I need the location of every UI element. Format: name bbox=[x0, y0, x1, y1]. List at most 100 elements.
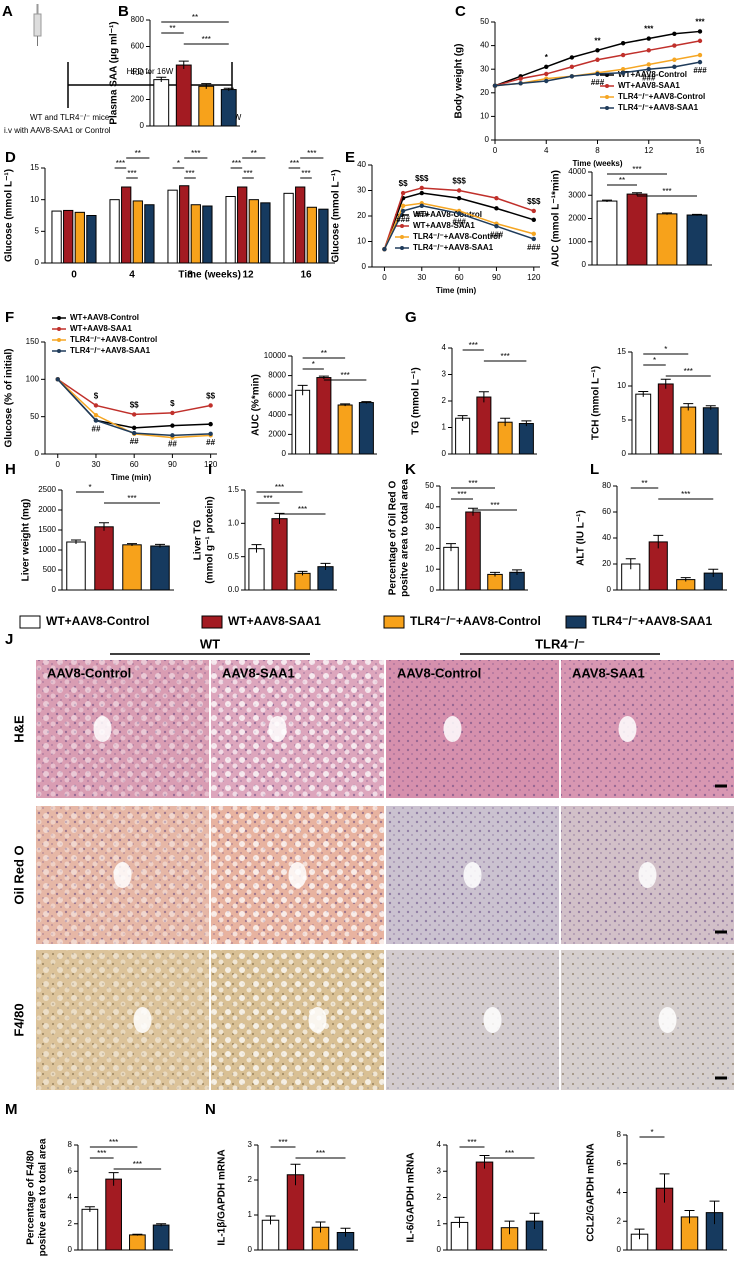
point bbox=[208, 431, 213, 437]
significance-label: *** bbox=[681, 490, 690, 499]
bar bbox=[518, 423, 534, 455]
error-bar bbox=[680, 577, 691, 582]
point bbox=[531, 208, 536, 214]
y-axis-label: (mmol g⁻¹ protein) bbox=[205, 496, 216, 584]
y-tick-label: 4 bbox=[68, 1193, 73, 1202]
legend-label: WT+AAV8-SAA1 bbox=[618, 81, 680, 90]
y-tick-label: 6000 bbox=[268, 390, 286, 399]
point bbox=[93, 412, 99, 418]
annotation: ### bbox=[396, 215, 410, 224]
point bbox=[569, 74, 575, 79]
micrograph-texture bbox=[561, 950, 734, 1090]
point bbox=[697, 29, 703, 34]
bar bbox=[175, 64, 192, 127]
bar bbox=[179, 185, 190, 264]
y-tick-label: 2500 bbox=[38, 485, 56, 494]
error-bar bbox=[320, 562, 331, 570]
y-axis-label: TG (mmol L⁻¹) bbox=[411, 367, 422, 435]
x-tick-label: 12 bbox=[644, 146, 653, 155]
bar bbox=[635, 393, 652, 455]
vessel bbox=[113, 862, 132, 888]
series-line bbox=[383, 205, 535, 250]
micrograph-fat bbox=[211, 660, 384, 798]
y-axis-label: AUC (mmol L⁻¹*min) bbox=[551, 170, 562, 267]
annotation: ## bbox=[92, 425, 101, 434]
significance-label: *** bbox=[275, 483, 284, 492]
y-axis-label: Liver TG bbox=[193, 520, 204, 561]
vessel bbox=[268, 716, 287, 742]
bar bbox=[153, 79, 170, 127]
significance-label: *** bbox=[457, 490, 466, 499]
point bbox=[170, 423, 175, 428]
significance-label: * bbox=[653, 356, 656, 365]
y-tick-label: 2 bbox=[248, 1175, 253, 1184]
y-tick-label: 20 bbox=[602, 559, 611, 568]
bar bbox=[167, 189, 178, 264]
error-bar bbox=[709, 1200, 720, 1225]
point bbox=[531, 236, 536, 242]
bar bbox=[81, 1208, 99, 1251]
column-label: AAV8-SAA1 bbox=[222, 665, 295, 680]
bar bbox=[225, 196, 236, 264]
y-tick-label: 15 bbox=[617, 347, 626, 356]
x-axis-label: Time (min) bbox=[111, 473, 152, 482]
point bbox=[672, 57, 677, 62]
x-tick-label: 60 bbox=[130, 460, 139, 469]
x-tick-label: 0 bbox=[493, 146, 498, 155]
bar bbox=[202, 205, 213, 264]
y-tick-label: 0 bbox=[35, 258, 40, 267]
significance-label: *** bbox=[185, 169, 194, 178]
point bbox=[400, 190, 406, 196]
error-bar bbox=[71, 539, 81, 544]
x-tick-label: 90 bbox=[492, 273, 501, 282]
y-axis-label: Glucose (mmol L⁻¹) bbox=[4, 169, 15, 262]
y-tick-label: 60 bbox=[602, 507, 611, 516]
significance-label: * bbox=[664, 345, 667, 354]
error-bar bbox=[478, 391, 489, 403]
significance-label: *** bbox=[127, 169, 136, 178]
point bbox=[93, 403, 99, 408]
bar bbox=[121, 186, 132, 264]
y-tick-label: 5 bbox=[622, 415, 627, 424]
significance-label: *** bbox=[500, 352, 509, 361]
y-tick-label: 600 bbox=[131, 42, 145, 51]
point bbox=[456, 211, 462, 216]
syringe-icon bbox=[33, 4, 42, 46]
legend-label: WT+AAV8-Control bbox=[618, 70, 687, 79]
bar bbox=[129, 1234, 146, 1251]
significance-label: *** bbox=[469, 341, 478, 350]
y-tick-label: 40 bbox=[425, 502, 434, 511]
point bbox=[419, 190, 424, 196]
bar bbox=[51, 210, 62, 264]
y-tick-label: 4 bbox=[617, 1188, 622, 1197]
bar bbox=[94, 526, 114, 591]
y-tick-label: 6 bbox=[68, 1166, 73, 1175]
x-tick-label: 8 bbox=[187, 270, 193, 281]
x-tick-label: 90 bbox=[168, 460, 177, 469]
point bbox=[400, 208, 406, 214]
legend-label: WT+AAV8-Control bbox=[70, 313, 139, 322]
x-axis-label: Time (weeks) bbox=[178, 270, 241, 281]
significance-label: ** bbox=[169, 24, 175, 33]
row-label: Oil Red O bbox=[11, 845, 26, 904]
point bbox=[456, 188, 462, 193]
significance-label: *** bbox=[278, 1138, 287, 1147]
error-bar bbox=[132, 1233, 143, 1236]
y-tick-label: 3 bbox=[442, 370, 447, 379]
point bbox=[697, 38, 703, 44]
row-label: F4/80 bbox=[11, 1003, 26, 1036]
point bbox=[646, 67, 651, 72]
annotation: ### bbox=[415, 210, 429, 219]
y-tick-label: 2 bbox=[442, 396, 447, 405]
y-tick-label: 10 bbox=[617, 381, 626, 390]
y-axis-label: IL-6/GAPDH mRNA bbox=[406, 1152, 417, 1242]
annotation: $$ bbox=[130, 401, 139, 410]
legend-label: TLR4⁻/⁻+AAV8-SAA1 bbox=[70, 346, 151, 355]
x-tick-label: 4 bbox=[129, 270, 135, 281]
error-bar bbox=[660, 378, 671, 389]
micrograph-fat bbox=[36, 950, 209, 1090]
y-tick-label: 1 bbox=[248, 1210, 253, 1219]
bar bbox=[476, 396, 492, 455]
panel-letter: J bbox=[5, 631, 13, 648]
y-tick-label: 0 bbox=[582, 260, 587, 269]
